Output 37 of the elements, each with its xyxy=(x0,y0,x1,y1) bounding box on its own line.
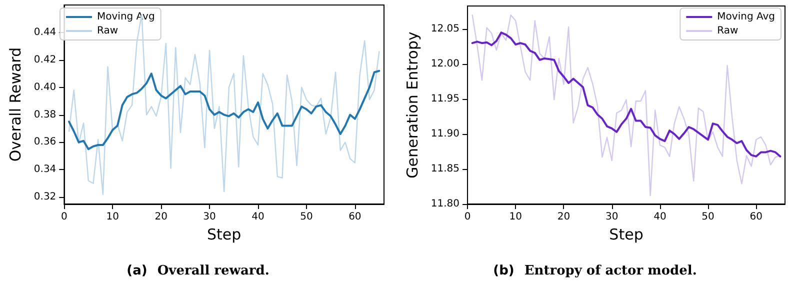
text: (a) Overall reward. xyxy=(126,264,270,278)
x-tick-label: 10 xyxy=(106,212,119,222)
y-tick-label: 0.36 xyxy=(34,136,56,148)
y-tick-label: 11.85 xyxy=(430,164,460,175)
x-axis-title: Step xyxy=(207,225,242,244)
line-series xyxy=(68,70,380,150)
x-tick-label: 0 xyxy=(464,212,471,222)
y-tick-label: 0.34 xyxy=(34,164,56,176)
legend-label: Raw xyxy=(717,26,738,36)
y-tick-label: 11.90 xyxy=(430,128,460,140)
y-tick-label: 11.80 xyxy=(430,198,460,210)
y-tick-label: 12.00 xyxy=(430,58,460,70)
x-tick-label: 20 xyxy=(557,212,570,222)
x-tick-label: 40 xyxy=(654,212,666,222)
x-tick-label: 20 xyxy=(154,212,168,222)
x-axis-title: Step xyxy=(609,225,644,244)
y-axis-title: Generation Entropy xyxy=(404,32,422,178)
legend-label: Moving Avg xyxy=(717,12,775,22)
x-tick-label: 60 xyxy=(348,212,362,222)
x-tick-label: 30 xyxy=(605,212,618,222)
x-tick-label: 0 xyxy=(60,212,68,222)
x-tick-label: 60 xyxy=(750,212,763,222)
y-tick-label: 0.32 xyxy=(34,192,56,203)
y-tick-label: 0.42 xyxy=(34,54,56,66)
x-tick-label: 10 xyxy=(509,212,522,222)
x-tick-label: 50 xyxy=(702,212,714,222)
text: (b) Entropy of actor model. xyxy=(493,264,697,278)
y-tick-label: 0.44 xyxy=(34,26,56,38)
legend-label: Raw xyxy=(97,26,118,36)
x-tick-label: 40 xyxy=(252,212,264,222)
y-tick-label: 12.05 xyxy=(430,24,460,35)
y-axis-title: Overall Reward xyxy=(6,47,24,162)
y-tick-label: 0.40 xyxy=(34,82,56,93)
x-tick-label: 50 xyxy=(300,212,313,222)
y-tick-label: 0.38 xyxy=(34,109,56,120)
y-tick-label: 11.95 xyxy=(430,94,460,105)
x-tick-label: 30 xyxy=(203,212,216,222)
